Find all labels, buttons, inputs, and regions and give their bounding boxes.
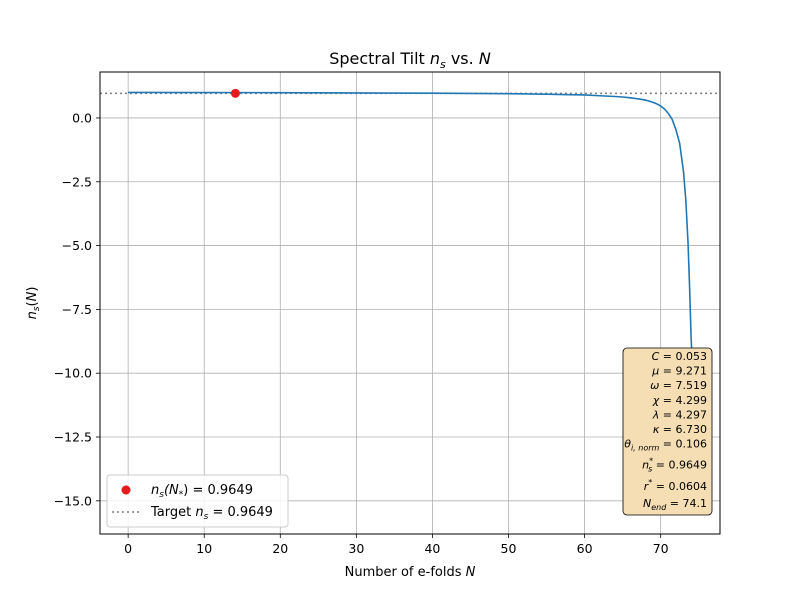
legend: ns(N*) = 0.9649 Target ns = 0.9649 bbox=[106, 474, 289, 528]
info-line-0: C = 0.053 bbox=[652, 350, 707, 363]
y-tick-label-0: 0.0 bbox=[72, 110, 92, 125]
y-tick-label-1: −2.5 bbox=[62, 174, 92, 189]
info-line-8: r* = 0.0604 bbox=[644, 478, 707, 493]
x-tick-label-2: 20 bbox=[272, 541, 288, 556]
x-axis-ticks: 0 10 20 30 40 50 60 70 bbox=[124, 534, 669, 556]
y-axis-label: ns(N) bbox=[25, 287, 42, 320]
x-tick-label-1: 10 bbox=[196, 541, 212, 556]
legend-box bbox=[106, 474, 289, 528]
info-line-6: θi, norm = 0.106 bbox=[624, 438, 707, 453]
info-line-5: κ = 6.730 bbox=[653, 423, 707, 436]
y-tick-label-2: −5.0 bbox=[62, 238, 92, 253]
marker-layer bbox=[230, 88, 240, 98]
marker-point bbox=[230, 88, 240, 98]
chart-title: Spectral Tilt ns vs. N bbox=[329, 49, 491, 71]
info-line-1: μ = 9.271 bbox=[651, 365, 707, 378]
series-line-0 bbox=[128, 91, 693, 353]
series-layer bbox=[128, 91, 693, 353]
y-tick-label-5: −12.5 bbox=[54, 430, 92, 445]
info-box-background bbox=[622, 347, 713, 516]
y-tick-label-3: −7.5 bbox=[62, 302, 92, 317]
grid-lines bbox=[100, 72, 720, 534]
info-line-4: λ = 4.297 bbox=[652, 409, 707, 422]
legend-target-label: Target ns = 0.9649 bbox=[150, 505, 273, 522]
x-tick-label-4: 40 bbox=[424, 541, 440, 556]
x-tick-label-0: 0 bbox=[124, 541, 132, 556]
plot-frame bbox=[99, 71, 721, 535]
info-line-9: Nend = 74.1 bbox=[643, 497, 707, 512]
x-tick-label-6: 60 bbox=[577, 541, 593, 556]
y-axis-ticks: 0.0 −2.5 −5.0 −7.5 −10.0 −12.5 −15.0 bbox=[54, 110, 100, 508]
x-tick-label-3: 30 bbox=[348, 541, 364, 556]
legend-marker-swatch bbox=[121, 485, 131, 495]
info-line-3: χ = 4.299 bbox=[652, 394, 707, 407]
x-tick-label-5: 50 bbox=[501, 541, 517, 556]
legend-marker-label: ns(N*) = 0.9649 bbox=[151, 483, 253, 500]
x-axis-label: Number of e-folds N bbox=[345, 565, 476, 580]
info-line-2: ω = 7.519 bbox=[650, 379, 707, 392]
info-line-7: n* s = 0.9649 bbox=[642, 457, 707, 474]
y-tick-label-4: −10.0 bbox=[54, 366, 92, 381]
y-tick-label-6: −15.0 bbox=[54, 493, 92, 508]
x-tick-label-7: 70 bbox=[653, 541, 669, 556]
